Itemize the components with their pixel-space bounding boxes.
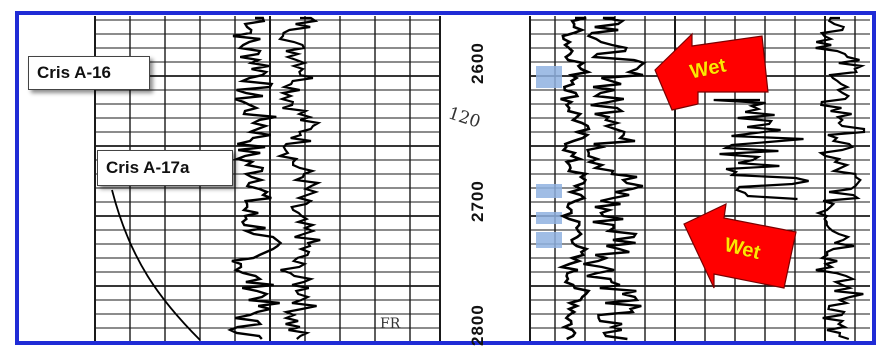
depth-mark-2600: 2600 xyxy=(468,42,487,84)
highlight-band xyxy=(536,232,562,248)
handwritten-note-base: FR xyxy=(380,316,401,332)
depth-mark-2800: 2800 xyxy=(468,304,487,346)
highlight-band xyxy=(536,212,562,224)
log-curve-right-4 xyxy=(815,16,866,341)
log-curve-arc xyxy=(111,189,201,341)
log-curve-right-2 xyxy=(583,16,647,341)
wet-arrow-bottom xyxy=(683,202,797,289)
highlight-band xyxy=(536,184,562,198)
log-curve-right-1 xyxy=(557,16,593,341)
well-label-cris-a17a: Cris A-17a xyxy=(97,150,233,186)
log-curve-left-1 xyxy=(227,16,283,340)
log-curve-left-2 xyxy=(275,16,323,340)
figure-frame xyxy=(15,11,876,345)
well-label-cris-a16: Cris A-16 xyxy=(28,56,150,90)
log-curves xyxy=(111,16,866,341)
log-curve-right-3 xyxy=(713,98,809,201)
depth-mark-2700: 2700 xyxy=(468,180,487,222)
highlight-band xyxy=(536,66,562,88)
wet-highlight-bands xyxy=(536,66,562,248)
wet-arrow-top xyxy=(654,32,769,111)
